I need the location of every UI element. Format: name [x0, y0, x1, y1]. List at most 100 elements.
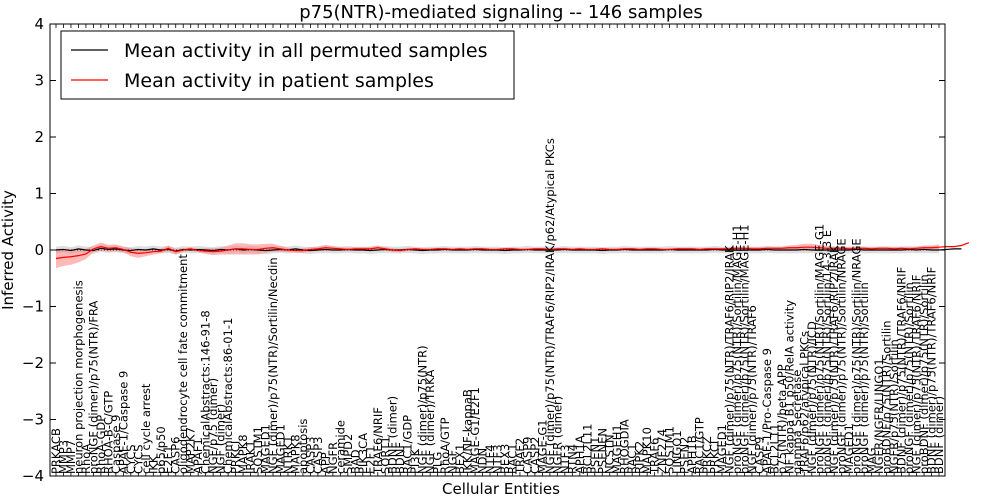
x-category-label: BAD	[348, 449, 362, 474]
x-category-label: NGFR (dimer)	[550, 396, 564, 474]
x-category-label: RhoA/GTP	[438, 417, 452, 474]
x-category-label: NGFR/NGFR/LINGO1	[872, 358, 886, 474]
x-category-label: NGF (dimer)/p75(NTR)/TRAF6/RIP2/IRAK/p62…	[543, 138, 557, 474]
x-category-label: BCL2L11	[767, 424, 781, 474]
x-category-label: IKK	[146, 455, 160, 474]
legend: Mean activity in all permuted samples Me…	[60, 30, 515, 100]
x-category-label: RTN4	[565, 444, 579, 474]
x-category-label: PSENEN	[595, 428, 609, 474]
x-category-label: NCSTN	[603, 434, 617, 474]
series-lines	[50, 242, 970, 260]
y-tick-label: 0	[34, 241, 44, 259]
x-category-label: MAGED1	[715, 424, 729, 474]
x-category-label: RHOGDIA	[618, 419, 632, 474]
x-category-label: proNGF (dimer)/p75(NTR)/Sortilin/MAGE-H1	[730, 224, 744, 474]
x-category-label: CASP3	[311, 437, 325, 474]
y-tick-label: 1	[34, 185, 44, 203]
x-category-label: BDNF	[393, 442, 407, 474]
x-category-label: TRAF6	[648, 438, 662, 475]
y-tick-label: −2	[22, 354, 44, 372]
x-category-label: MAGE-G1	[535, 419, 549, 474]
x-category-label: BCL2L11	[580, 424, 594, 474]
x-category-label: SQSTM1	[663, 426, 677, 474]
y-tick-label: 4	[34, 15, 44, 33]
x-category-label: PSEN1	[588, 437, 602, 474]
x-category-label: MAGED1	[273, 424, 287, 474]
x-category-label: RhoA	[79, 444, 93, 474]
x-category-label: NGF/p75 (dimer)	[206, 378, 220, 474]
x-category-label: APP	[318, 452, 332, 474]
x-category-label: NGF (dimer)/TRKA	[423, 370, 437, 474]
x-category-label: NGFR/p75(NTR)/Sortilin	[887, 339, 901, 474]
x-category-label: p75(NTR)/beta APP	[775, 364, 789, 474]
x-category-label: Caspase 9	[109, 415, 123, 474]
x-category-label: PRKACB	[49, 428, 63, 474]
x-category-label: PRKCZ	[700, 436, 714, 474]
x-category-label: ceramide	[333, 420, 347, 474]
x-category-label: RAC1	[505, 443, 519, 474]
x-category-label: RhoA-GDP	[94, 415, 108, 474]
x-category-label: proNGF (dimer)/p75(NTR)/Sortilin/MAGE-G1	[812, 224, 826, 474]
x-category-label: BEX3	[498, 444, 512, 474]
x-category-label: PRKCI	[229, 441, 243, 474]
x-axis-label: Cellular Entities	[442, 480, 560, 498]
x-category-label: proNGF (dimer)/p75(NTR)/Sortilin/NRAGE	[850, 238, 864, 474]
x-category-label: NF kappa B1 p50/RelA activity	[782, 300, 796, 474]
x-category-label: ChemicalAbstracts:86-01-1	[221, 318, 235, 474]
x-category-label: SORT1	[378, 436, 392, 474]
x-category-label: APH1B	[685, 435, 699, 474]
x-category-label: IRAK1	[244, 440, 258, 474]
x-category-label: proNGF (dimer)/p75(NTR)/Sortilin	[857, 282, 871, 474]
y-tick-label: −1	[22, 298, 44, 316]
x-category-label: MAPK10	[640, 427, 654, 474]
x-category-label: BDNF (dimer)	[932, 396, 946, 474]
x-category-label: RAC1/GTP	[693, 417, 707, 474]
x-category-label: NGF	[446, 450, 460, 474]
x-category-label: TRAF6/NRIF	[371, 407, 385, 475]
x-category-label: MMP3	[56, 440, 70, 474]
x-category-label: proNGF (dimer)/p75(NTR)/FRA	[86, 301, 100, 474]
x-category-label: MAGED1	[842, 424, 856, 474]
plot-frame	[49, 23, 946, 477]
x-category-label: E2F1	[363, 445, 377, 474]
x-category-label: MAPK8	[236, 434, 250, 474]
x-category-label: NGF (dimer)/p75(NTR)/Sortilin/Necdin	[266, 257, 280, 474]
x-category-label: PIK3CA	[356, 433, 370, 474]
x-category-label: CASP9	[752, 437, 766, 474]
x-category-label: p65/p50	[154, 426, 168, 474]
x-category-label: NTF4	[483, 444, 497, 474]
y-tick-label: −3	[22, 411, 44, 429]
x-category-label: APAF1	[191, 438, 205, 474]
x-category-label: RAC1	[625, 443, 639, 474]
x-category-label: ChemicalAbstracts:146-91-8	[199, 310, 213, 474]
x-category-label: BDNF (dimer)	[386, 396, 400, 474]
x-category-label: NTF3	[558, 444, 572, 474]
legend-label-patient: Mean activity in patient samples	[124, 70, 434, 92]
x-category-label: BDNF (dimer)/p75(NTR)/TRAF6/NRIF	[925, 267, 939, 474]
y-axis-label: Inferred Activity	[0, 190, 17, 310]
x-category-label: MMP7	[64, 440, 78, 474]
x-category-label: PLG	[431, 452, 445, 474]
x-category-label: BEX1	[453, 444, 467, 474]
x-category-label: MAGED1	[259, 424, 273, 474]
x-category-label: PI3K	[408, 448, 422, 474]
x-category-label: CASP2	[528, 437, 542, 474]
x-category-label: CYCS	[124, 444, 138, 474]
chart-title: p75(NTR)-mediated signaling -- 146 sampl…	[299, 2, 703, 23]
y-tick-label: 3	[34, 72, 44, 90]
x-category-label: NGF (dimer)/p75(NTR)/TRAF6/RIP2/IRAK	[827, 245, 841, 474]
x-category-label: IKK/NF-kappaB	[461, 389, 475, 474]
x-category-label: NGF (dimer)/p75(NTR)	[416, 345, 430, 474]
x-category-label: neuron projection morphogenesis	[71, 280, 85, 474]
x-category-label: BDNF (dimer)/p75(NTR)/TRAF6/NRIF	[895, 267, 909, 474]
series-line-patient	[55, 242, 970, 260]
x-category-label: proNGF (dimer)/p75(NTR)/Sortilin/MAGE-H1	[737, 224, 751, 474]
x-category-label: NGF (dimer)/p75(NTR)/TRAF6/RIP2/IRAK	[722, 245, 736, 474]
x-category-label: TRAF6/p62/atypical PKCs	[797, 331, 811, 475]
x-category-label: proBDNF/p75(NTR)/Sortilin	[880, 321, 894, 475]
x-category-label: NGF (dimer)	[214, 404, 228, 474]
x-category-label: RIPK2	[633, 441, 647, 474]
x-category-label: APAF-1/Caspase 9	[116, 371, 130, 474]
